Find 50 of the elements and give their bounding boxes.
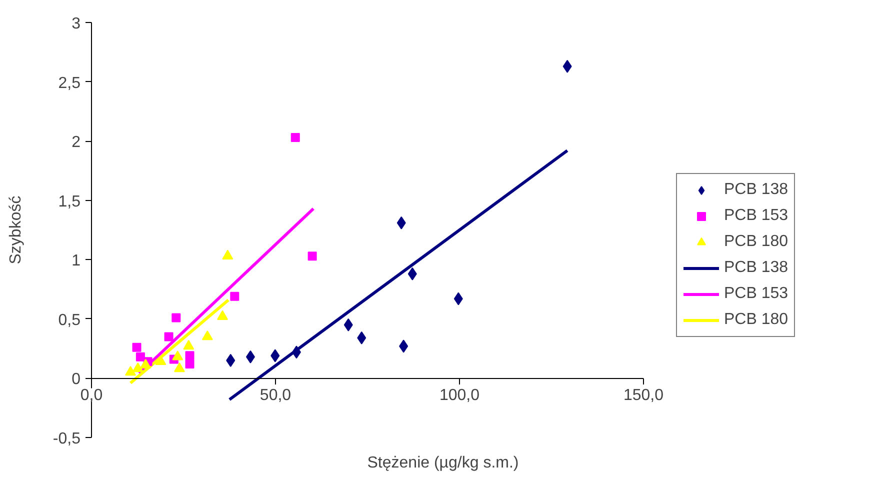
y-tick-label: 2,5 <box>58 74 81 92</box>
point <box>183 340 194 350</box>
point <box>399 340 408 353</box>
point <box>292 346 301 359</box>
point <box>562 60 572 73</box>
point <box>454 292 463 306</box>
legend-label: PCB 180 <box>724 311 788 329</box>
point <box>308 252 317 261</box>
point <box>222 250 234 260</box>
x-tick-label: 0,0 <box>80 387 103 404</box>
point <box>357 331 366 344</box>
point <box>344 318 353 332</box>
point <box>172 350 184 360</box>
point <box>270 349 280 362</box>
legend-label: PCB 138 <box>724 181 788 199</box>
point <box>164 332 174 342</box>
point <box>408 267 417 280</box>
point <box>125 366 136 376</box>
point <box>185 351 194 360</box>
y-tick-label: 0,5 <box>58 312 81 329</box>
point <box>290 133 300 142</box>
point <box>396 216 406 230</box>
x-tick-label: 150,0 <box>623 387 664 404</box>
y-tick-label: 0 <box>72 371 81 388</box>
y-tick-label: 1 <box>72 252 81 270</box>
x-tick-label: 100,0 <box>439 387 480 404</box>
point <box>226 354 236 367</box>
point <box>174 362 185 372</box>
point <box>217 310 228 320</box>
point <box>136 352 145 362</box>
legend-label: PCB 138 <box>724 259 788 277</box>
y-tick-label: 2 <box>72 134 81 152</box>
point <box>132 342 142 352</box>
x-axis-title: Stężenie (µg/kg s.m.) <box>367 454 519 472</box>
legend-label: PCB 153 <box>724 285 788 303</box>
point <box>155 355 166 365</box>
point <box>172 313 181 322</box>
point <box>185 359 194 368</box>
point <box>202 330 213 340</box>
x-tick-label: 50,0 <box>260 387 292 404</box>
y-tick-label: -0,5 <box>52 430 81 448</box>
point <box>246 350 255 364</box>
point <box>230 292 240 301</box>
legend-label: PCB 180 <box>724 233 788 251</box>
y-tick-label: 3 <box>72 16 81 32</box>
point <box>140 358 152 369</box>
y-axis-title: Szybkość <box>8 196 24 264</box>
y-tick-label: 1,5 <box>58 193 81 210</box>
point <box>132 362 144 372</box>
legend-label: PCB 153 <box>724 207 788 225</box>
